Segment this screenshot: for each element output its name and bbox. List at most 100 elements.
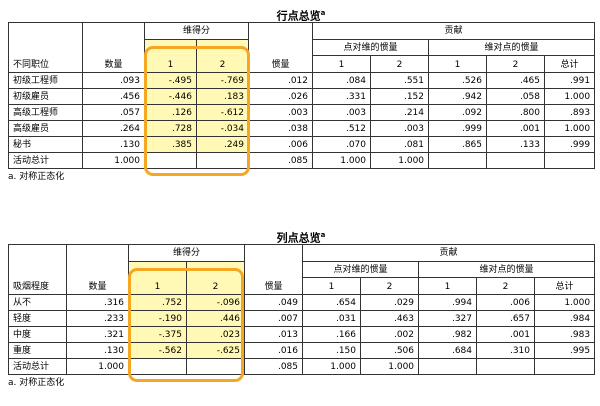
- d2p-total-cell: .999: [544, 136, 596, 153]
- score-dim2-cell: .249: [195, 136, 250, 153]
- d2p-dim2-cell: [476, 358, 536, 375]
- mass-cell: .321: [66, 326, 129, 343]
- score-dim1-cell: -.495: [144, 72, 197, 89]
- d2p-dim2-cell: .465: [486, 72, 546, 89]
- score-dim1-cell: [128, 358, 187, 375]
- d2p-total-header: 总计: [534, 277, 596, 295]
- mass-cell: 1.000: [66, 358, 129, 375]
- d2p-dim1-cell: .999: [428, 120, 488, 137]
- table-title: 列点总览a: [8, 226, 594, 245]
- inertia-cell: .006: [248, 136, 314, 153]
- row-label: 活动总计: [8, 152, 83, 169]
- table-row: 初级雇员 .456 -.446 .183 .026 .331 .152 .942…: [8, 88, 596, 105]
- p2d-dim1-cell: .070: [312, 136, 372, 153]
- p2d-dim2-cell: .003: [370, 120, 430, 137]
- p2d-dim2-cell: .002: [360, 326, 420, 343]
- table-row: 初级工程师 .093 -.495 -.769 .012 .084 .551 .5…: [8, 72, 596, 89]
- p2d-dim2-cell: .029: [360, 294, 420, 311]
- mass-header-top: [66, 244, 129, 262]
- row-label: 高级雇员: [8, 120, 83, 137]
- mass-cell: 1.000: [82, 152, 145, 169]
- score-dim2-header: 2: [185, 277, 246, 295]
- score-dim1-header: 1: [128, 277, 187, 295]
- row-label: 中度: [8, 326, 67, 343]
- table-title-text: 列点总览: [276, 231, 321, 245]
- p2d-dim2-cell: .506: [360, 342, 420, 359]
- d2p-dim2-cell: .006: [476, 294, 536, 311]
- d2p-dim1-cell: [428, 152, 488, 169]
- table-title: 行点总览a: [8, 4, 594, 23]
- p2d-dim1-header: 1: [302, 277, 362, 295]
- table-footnote: a. 对称正态化: [8, 172, 65, 182]
- d2p-total-cell: 1.000: [544, 88, 596, 105]
- p2d-dim1-cell: .150: [302, 342, 362, 359]
- mass-header-top: [82, 22, 145, 40]
- p2d-dim1-cell: .331: [312, 88, 372, 105]
- d2p-total-cell: 1.000: [544, 120, 596, 137]
- score-dim2-cell: -.096: [185, 294, 246, 311]
- score-dim1-cell: -.562: [128, 342, 187, 359]
- mass-cell: .233: [66, 310, 129, 327]
- d2p-total-cell: .984: [534, 310, 596, 327]
- point-to-dim-header: 点对维的惯量: [302, 261, 420, 278]
- table-footnote: a. 对称正态化: [8, 378, 65, 388]
- row-label: 轻度: [8, 310, 67, 327]
- p2d-dim1-cell: .654: [302, 294, 362, 311]
- mass-cell: .057: [82, 104, 145, 121]
- d2p-total-cell: .995: [534, 342, 596, 359]
- score-dim1-cell: .385: [144, 136, 197, 153]
- p2d-dim2-cell: .214: [370, 104, 430, 121]
- p2d-dim2-cell: .463: [360, 310, 420, 327]
- score-dim2-cell: [185, 358, 246, 375]
- row-label: 初级工程师: [8, 72, 83, 89]
- inertia-cell: .003: [248, 104, 314, 121]
- d2p-dim1-cell: .327: [418, 310, 478, 327]
- table-row: 中度 .321 -.375 .023 .013 .166 .002 .982 .…: [8, 326, 596, 343]
- d2p-dim1-cell: .526: [428, 72, 488, 89]
- inertia-cell: .038: [248, 120, 314, 137]
- row-var-header: 吸烟程度: [8, 277, 67, 295]
- p2d-dim2-header: 2: [370, 55, 430, 73]
- d2p-dim2-header: 2: [486, 55, 546, 73]
- row-var-header: 不同职位: [8, 55, 83, 73]
- score-dim1-cell: -.446: [144, 88, 197, 105]
- row-label: 重度: [8, 342, 67, 359]
- p2d-dim1-header: 1: [312, 55, 372, 73]
- d2p-dim2-cell: .001: [476, 326, 536, 343]
- table-row: 高级工程师 .057 .126 -.612 .003 .003 .214 .09…: [8, 104, 596, 121]
- mass-cell: .456: [82, 88, 145, 105]
- inertia-header-top: [248, 22, 314, 40]
- score-dim1-cell: -.190: [128, 310, 187, 327]
- d2p-dim2-cell: .800: [486, 104, 546, 121]
- table-row-total: 活动总计 1.000 .085 1.000 1.000: [8, 358, 596, 375]
- p2d-dim2-header: 2: [360, 277, 420, 295]
- inertia-cell: .013: [244, 326, 304, 343]
- p2d-dim2-cell: .152: [370, 88, 430, 105]
- mass-cell: .264: [82, 120, 145, 137]
- p2d-dim1-cell: .003: [312, 104, 372, 121]
- row-label: 从不: [8, 294, 67, 311]
- table-row-total: 活动总计 1.000 .085 1.000 1.000: [8, 152, 596, 169]
- row-label: 活动总计: [8, 358, 67, 375]
- row-label: 秘书: [8, 136, 83, 153]
- table-row: 从不 .316 .752 -.096 .049 .654 .029 .994 .…: [8, 294, 596, 311]
- score-group-header: 维得分: [143, 22, 250, 40]
- p2d-dim1-cell: 1.000: [312, 152, 372, 169]
- score-group-header: 维得分: [127, 244, 246, 262]
- d2p-dim1-cell: .092: [428, 104, 488, 121]
- d2p-dim1-header: 1: [418, 277, 478, 295]
- d2p-total-header: 总计: [544, 55, 596, 73]
- inertia-cell: .016: [244, 342, 304, 359]
- d2p-dim1-cell: .865: [428, 136, 488, 153]
- table-row: 秘书 .130 .385 .249 .006 .070 .081 .865 .1…: [8, 136, 596, 153]
- score-dim2-cell: -.612: [195, 104, 250, 121]
- d2p-dim1-cell: .994: [418, 294, 478, 311]
- d2p-dim2-cell: [486, 152, 546, 169]
- table-title-footnote-mark: a: [320, 9, 326, 17]
- p2d-dim1-cell: .031: [302, 310, 362, 327]
- table-row: 高级雇员 .264 .728 -.034 .038 .512 .003 .999…: [8, 120, 596, 137]
- mass-cell: .130: [82, 136, 145, 153]
- inertia-header-top: [244, 244, 304, 262]
- row-points-overview: 行点总览a 维得分 贡献 点对维的惯量 维对点的惯量 不同职位 数量 1: [8, 4, 596, 184]
- score-dim2-cell: -.034: [195, 120, 250, 137]
